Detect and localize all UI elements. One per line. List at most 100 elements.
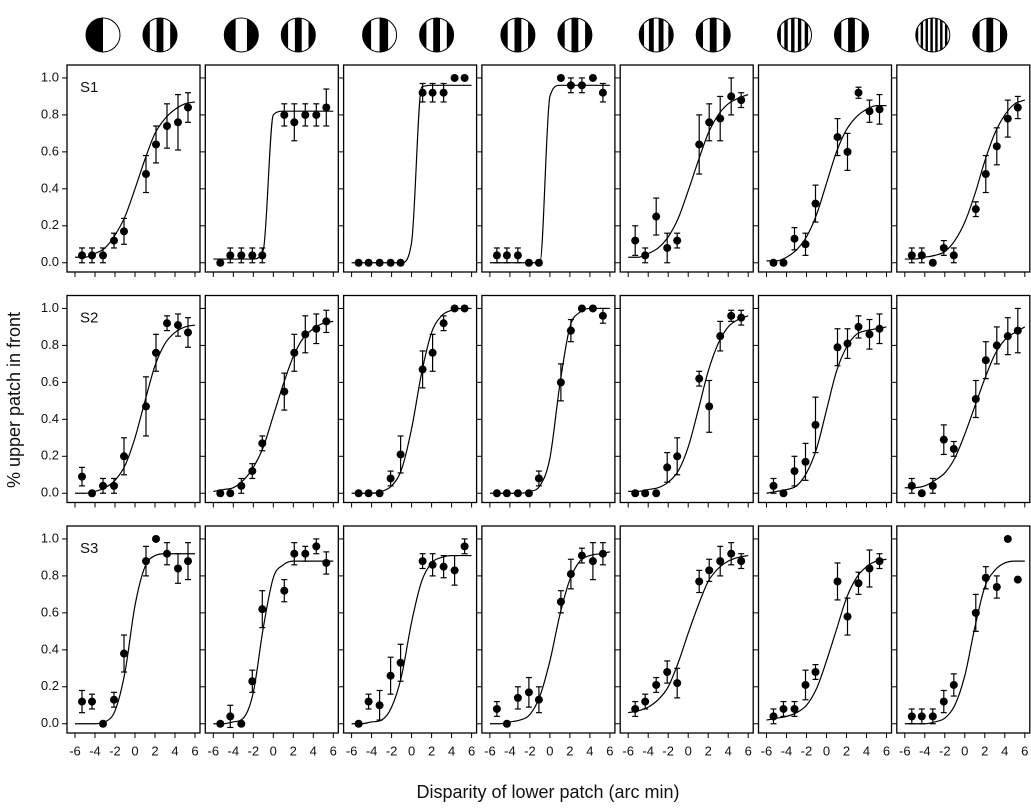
data-point <box>695 577 704 586</box>
x-axis-label: Disparity of lower patch (arc min) <box>416 782 679 802</box>
data-point <box>843 339 852 348</box>
data-point <box>513 489 522 498</box>
grating-bar <box>930 18 933 52</box>
data-point <box>216 258 225 267</box>
data-point <box>418 88 427 97</box>
panel-frame <box>481 294 616 504</box>
data-point <box>566 326 575 335</box>
data-point <box>163 549 171 558</box>
data-point <box>460 542 469 551</box>
grating-bar <box>571 18 579 52</box>
data-point <box>928 481 937 490</box>
grating-bar <box>784 18 788 52</box>
data-point <box>534 695 543 704</box>
data-point <box>854 579 863 588</box>
panel-frame <box>619 294 754 504</box>
grating-icon <box>500 18 535 52</box>
grating-bar <box>834 18 842 52</box>
data-point <box>598 549 607 558</box>
grating-bar <box>777 18 781 52</box>
grating-bar <box>362 18 372 52</box>
data-point <box>556 378 565 387</box>
data-point <box>556 597 565 606</box>
grating-bar <box>281 18 289 52</box>
grating-bar <box>500 18 508 52</box>
data-point <box>258 251 267 260</box>
grating-bar <box>925 18 928 52</box>
data-point <box>779 258 788 267</box>
data-point <box>949 444 958 453</box>
x-tick-label: -2 <box>524 743 536 758</box>
data-point <box>375 489 384 498</box>
data-point <box>226 489 235 498</box>
panel-frame <box>66 294 201 504</box>
grating-bar <box>915 18 919 52</box>
x-tick-label: -6 <box>622 743 634 758</box>
fit-curve <box>628 554 749 714</box>
grating-bar <box>723 18 731 52</box>
data-point <box>631 489 640 498</box>
data-point <box>939 435 948 444</box>
data-point <box>992 341 1001 350</box>
data-point <box>779 489 788 498</box>
data-point <box>216 489 225 498</box>
grating-icon <box>915 18 950 52</box>
grating-icon <box>224 18 259 52</box>
grating-outline <box>362 17 398 53</box>
y-tick-label: 1.0 <box>41 300 59 315</box>
data-point <box>290 549 299 558</box>
grating-bar <box>812 18 815 52</box>
data-point <box>110 236 118 245</box>
grating-bar <box>308 18 316 52</box>
data-point <box>790 234 799 243</box>
y-tick-label: 0.8 <box>41 337 59 352</box>
grating-icon <box>86 18 120 52</box>
grating-bar <box>294 18 302 52</box>
data-point <box>971 395 980 403</box>
x-tick-label: -6 <box>346 743 358 758</box>
data-point <box>418 557 427 566</box>
data-point <box>917 712 926 721</box>
x-tick-label: 4 <box>310 743 317 758</box>
grating-bar <box>86 18 103 52</box>
grating-outline <box>280 17 316 53</box>
panel-frame <box>481 64 616 273</box>
panel-frame <box>342 64 478 273</box>
y-tick-label: 0.8 <box>41 106 59 121</box>
x-tick-label: 0 <box>408 743 415 758</box>
data-point <box>226 712 235 721</box>
panel-frame <box>619 525 754 734</box>
data-point <box>99 481 107 490</box>
data-point <box>663 668 672 677</box>
data-point <box>727 92 736 101</box>
data-point <box>652 489 661 498</box>
grating-bar <box>944 18 948 52</box>
data-point <box>652 680 661 689</box>
grating-bar <box>246 18 259 52</box>
panel-frame <box>896 525 1031 734</box>
data-point <box>716 557 725 566</box>
data-point <box>450 73 459 82</box>
data-point <box>1003 332 1012 341</box>
x-tick-label: -6 <box>899 743 911 758</box>
data-point <box>833 577 842 586</box>
grating-bar <box>986 18 994 52</box>
fit-curve <box>628 315 749 493</box>
data-point <box>598 88 607 97</box>
panel-frame <box>481 525 616 734</box>
grating-bar <box>170 18 177 52</box>
data-point <box>375 258 384 267</box>
data-point <box>577 304 586 313</box>
grating-icon <box>696 18 731 52</box>
data-point <box>588 73 597 82</box>
data-point <box>939 243 948 252</box>
data-point <box>992 582 1001 591</box>
x-tick-label: 6 <box>330 743 337 758</box>
panel-frame <box>757 525 893 734</box>
data-point <box>364 489 373 498</box>
data-point <box>949 251 958 260</box>
data-point <box>99 719 107 728</box>
grating-bar <box>379 18 389 52</box>
data-point <box>216 719 225 728</box>
data-point <box>375 701 384 710</box>
